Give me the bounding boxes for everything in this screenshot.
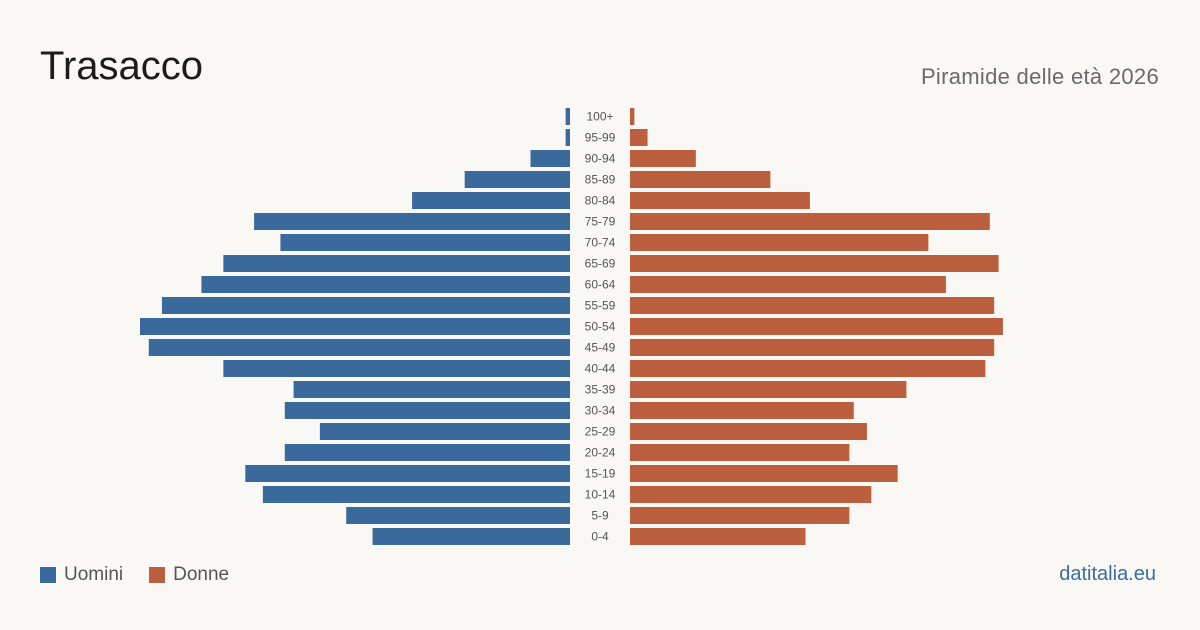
bar-women-85-89 bbox=[630, 171, 771, 188]
bar-women-40-44 bbox=[630, 360, 986, 377]
bar-women-100plus bbox=[630, 108, 635, 125]
page-title: Trasacco bbox=[40, 44, 204, 88]
tick-label-15-19: 15-19 bbox=[585, 467, 616, 481]
brand-link[interactable]: datitalia.eu bbox=[1059, 563, 1156, 585]
bar-men-60-64 bbox=[201, 276, 570, 293]
tick-label-75-79: 75-79 bbox=[585, 215, 616, 229]
bar-men-20-24 bbox=[284, 444, 570, 461]
legend-swatch-women bbox=[149, 567, 166, 583]
chart-subtitle: Piramide delle età 2026 bbox=[920, 64, 1159, 89]
bar-men-5-9 bbox=[346, 507, 570, 524]
legend-label-men: Uomini bbox=[64, 564, 124, 585]
bar-women-0-4 bbox=[630, 528, 806, 545]
bar-women-5-9 bbox=[630, 507, 850, 524]
bar-men-35-39 bbox=[293, 381, 570, 398]
bar-women-70-74 bbox=[630, 234, 929, 251]
bar-men-55-59 bbox=[161, 297, 570, 314]
bar-women-50-54 bbox=[630, 318, 1003, 335]
legend-label-women: Donne bbox=[173, 564, 230, 585]
tick-label-50-54: 50-54 bbox=[585, 320, 616, 334]
tick-label-40-44: 40-44 bbox=[585, 362, 616, 376]
bar-women-20-24 bbox=[630, 444, 850, 461]
bar-men-40-44 bbox=[223, 360, 570, 377]
bar-men-75-79 bbox=[254, 213, 570, 230]
tick-label-10-14: 10-14 bbox=[585, 488, 616, 502]
tick-label-100plus: 100+ bbox=[586, 110, 613, 124]
bar-men-90-94 bbox=[530, 150, 570, 167]
bar-women-35-39 bbox=[630, 381, 907, 398]
bar-men-65-69 bbox=[223, 255, 570, 272]
bar-men-95-99 bbox=[565, 129, 570, 146]
bar-men-100plus bbox=[565, 108, 570, 125]
bar-men-15-19 bbox=[245, 465, 570, 482]
bar-women-45-49 bbox=[630, 339, 995, 356]
bar-men-0-4 bbox=[372, 528, 570, 545]
tick-label-55-59: 55-59 bbox=[585, 299, 616, 313]
bar-women-25-29 bbox=[630, 423, 867, 440]
tick-label-5-9: 5-9 bbox=[591, 509, 609, 523]
tick-label-60-64: 60-64 bbox=[585, 278, 616, 292]
bar-women-15-19 bbox=[630, 465, 898, 482]
tick-label-20-24: 20-24 bbox=[585, 446, 616, 460]
bar-women-95-99 bbox=[630, 129, 648, 146]
tick-label-30-34: 30-34 bbox=[585, 404, 616, 418]
bar-men-30-34 bbox=[284, 402, 570, 419]
bar-women-80-84 bbox=[630, 192, 810, 209]
bar-women-60-64 bbox=[630, 276, 946, 293]
tick-label-0-4: 0-4 bbox=[591, 530, 609, 544]
bar-women-55-59 bbox=[630, 297, 995, 314]
bar-women-30-34 bbox=[630, 402, 854, 419]
bar-men-85-89 bbox=[464, 171, 570, 188]
tick-label-90-94: 90-94 bbox=[585, 152, 616, 166]
bar-men-25-29 bbox=[319, 423, 570, 440]
tick-label-65-69: 65-69 bbox=[585, 257, 616, 271]
tick-label-95-99: 95-99 bbox=[585, 131, 616, 145]
bar-men-50-54 bbox=[140, 318, 570, 335]
tick-label-70-74: 70-74 bbox=[585, 236, 616, 250]
bar-men-10-14 bbox=[262, 486, 570, 503]
bar-men-80-84 bbox=[412, 192, 570, 209]
bar-men-45-49 bbox=[148, 339, 570, 356]
tick-label-45-49: 45-49 bbox=[585, 341, 616, 355]
legend-swatch-men bbox=[40, 567, 56, 583]
tick-label-85-89: 85-89 bbox=[585, 173, 616, 187]
legend-item-men: Uomini bbox=[40, 564, 123, 586]
bar-women-90-94 bbox=[630, 150, 696, 167]
bar-women-10-14 bbox=[630, 486, 872, 503]
bar-women-75-79 bbox=[630, 213, 990, 230]
legend-item-women: Donne bbox=[149, 564, 229, 586]
bar-women-65-69 bbox=[630, 255, 999, 272]
tick-label-80-84: 80-84 bbox=[585, 194, 616, 208]
legend: Uomini Donne bbox=[40, 564, 255, 586]
tick-label-25-29: 25-29 bbox=[585, 425, 616, 439]
bar-men-70-74 bbox=[280, 234, 570, 251]
tick-label-35-39: 35-39 bbox=[585, 383, 616, 397]
